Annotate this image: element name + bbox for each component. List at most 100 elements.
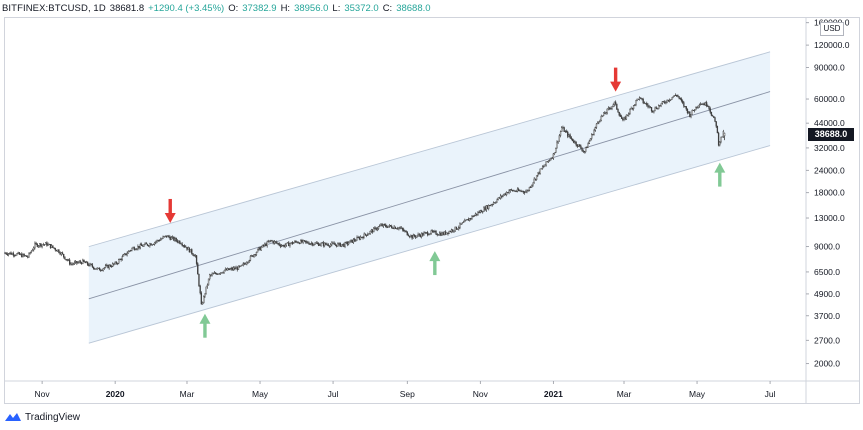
open-label: O: [228, 2, 239, 14]
currency-button[interactable]: USD [820, 22, 844, 36]
candle [109, 264, 112, 268]
candle-body [438, 232, 441, 236]
candle [541, 165, 544, 170]
candle-body [60, 252, 62, 255]
candle [96, 267, 98, 271]
candle [529, 185, 532, 188]
candle-body [581, 148, 583, 152]
candle-body [577, 144, 580, 147]
candle [562, 125, 564, 129]
candle-body [194, 255, 197, 257]
candle [630, 106, 632, 110]
candle [18, 251, 21, 255]
candle [427, 230, 429, 237]
candle [376, 226, 379, 232]
candle [86, 261, 89, 266]
candle-body [308, 243, 310, 245]
candle-body [114, 262, 116, 265]
candle [334, 242, 337, 247]
candle-body [715, 121, 717, 127]
candle-body [400, 227, 402, 229]
candle [640, 97, 642, 100]
candle [359, 235, 362, 241]
candle-body [296, 241, 298, 243]
symbol-name[interactable]: BITFINEX:BTCUSD, 1D [2, 2, 106, 14]
candle [200, 291, 203, 305]
candle [171, 235, 174, 240]
candle [235, 265, 237, 270]
candle-body [279, 244, 282, 247]
candle-body [571, 138, 574, 142]
candle [497, 197, 499, 201]
candle-body [437, 234, 440, 236]
candle-body [592, 134, 594, 136]
candle-body [96, 267, 98, 270]
candle [532, 182, 534, 187]
candle [222, 271, 224, 274]
candle [57, 249, 59, 252]
candle-body [5, 252, 7, 255]
candle [597, 121, 599, 125]
candle [255, 251, 258, 257]
channel-fill [88, 51, 771, 344]
candle-body [614, 101, 617, 105]
candle [429, 233, 431, 236]
candle [22, 253, 24, 258]
candle [655, 106, 657, 110]
candle-body [582, 150, 584, 152]
candles [4, 93, 726, 305]
candle-body [313, 244, 315, 246]
candle-body [207, 278, 210, 286]
candle [114, 261, 116, 265]
candle-body [678, 96, 680, 99]
candle [528, 186, 531, 192]
candle [604, 110, 606, 114]
candle [347, 241, 350, 246]
candle [710, 111, 713, 117]
candle [500, 193, 502, 200]
candle [607, 106, 610, 111]
candle [617, 108, 619, 113]
candle-body [242, 263, 244, 266]
candle [194, 254, 197, 258]
candle [219, 272, 222, 276]
candle-body [179, 240, 181, 244]
candle-body [688, 111, 690, 114]
candle-body [86, 261, 89, 265]
tradingview-logo-icon[interactable] [4, 411, 22, 423]
candle-body [58, 249, 60, 253]
candle [459, 222, 461, 230]
candle-body [570, 137, 572, 139]
candle-body [13, 255, 16, 257]
candle-body [132, 247, 134, 249]
candle-body [498, 197, 501, 199]
candle [223, 270, 225, 274]
candle [24, 255, 27, 257]
candle-body [471, 215, 473, 219]
candle-body [660, 103, 662, 106]
candle-body [375, 227, 377, 230]
candle-body [186, 247, 188, 250]
candle-body [36, 243, 38, 247]
candle-body [241, 264, 243, 266]
candle [362, 236, 364, 240]
candle-body [607, 107, 610, 110]
candle-body [334, 244, 337, 246]
candle [338, 242, 340, 246]
candle [410, 234, 412, 238]
candle [648, 104, 650, 109]
candle [140, 242, 143, 246]
candle-body [258, 247, 260, 250]
brand-name[interactable]: TradingView [25, 411, 81, 423]
candle-body [17, 252, 19, 254]
candle [472, 215, 474, 218]
candle [438, 231, 441, 236]
candle-body [474, 213, 477, 216]
candle-body [389, 225, 392, 227]
candle [250, 254, 253, 257]
candle [45, 242, 47, 245]
candle-body [569, 134, 571, 138]
candle-body [10, 252, 12, 255]
candle [594, 126, 596, 132]
